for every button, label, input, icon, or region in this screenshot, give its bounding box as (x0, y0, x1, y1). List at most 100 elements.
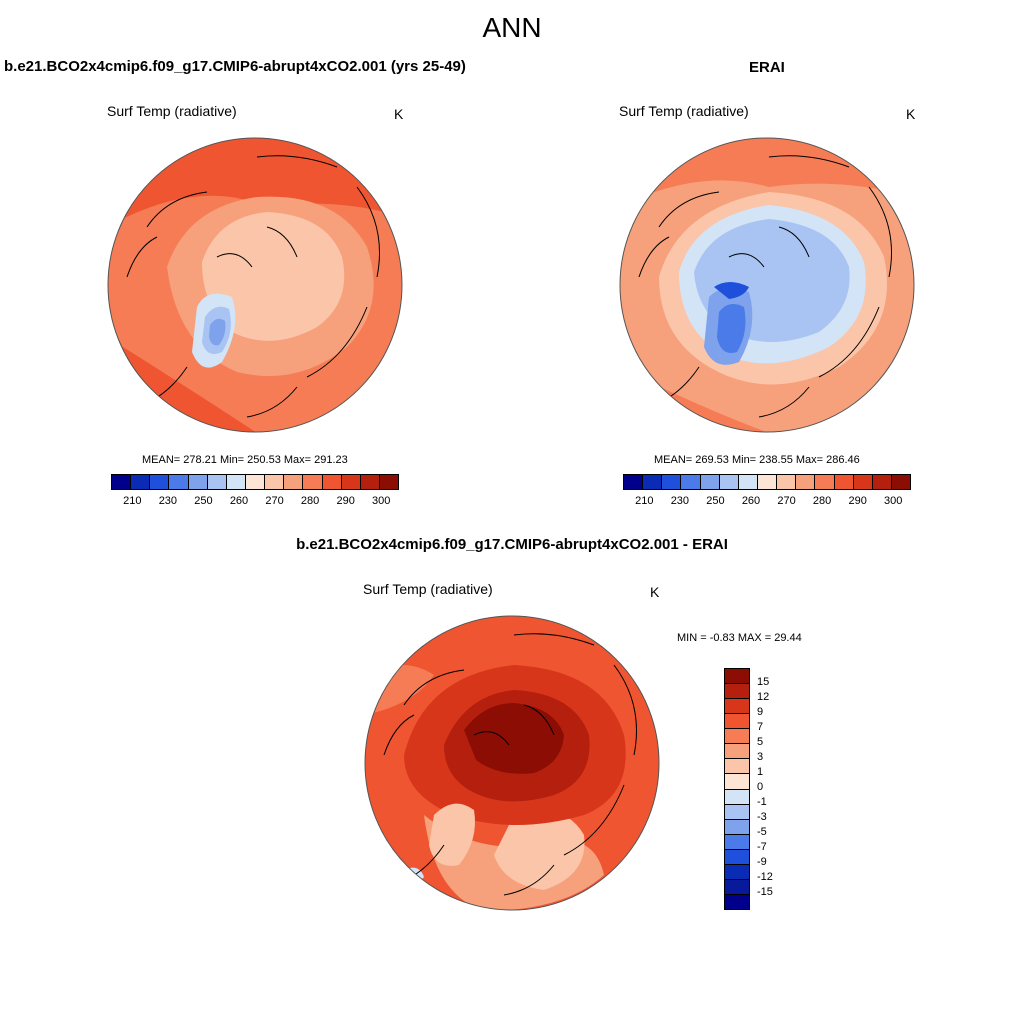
colorbar-tick-label: 290 (848, 495, 867, 507)
obs-coastlines (638, 155, 892, 418)
colorbar-tick-label: 280 (812, 495, 832, 507)
model-variable-label: Surf Temp (radiative) (107, 103, 237, 119)
colorbar-swatch (872, 475, 892, 489)
obs-colorbar (623, 474, 911, 490)
colorbar-swatch (624, 475, 644, 489)
colorbar-swatch (169, 475, 189, 489)
colorbar-swatch (725, 789, 749, 805)
diff-variable-label: Surf Temp (radiative) (363, 581, 493, 597)
colorbar-swatch (725, 834, 749, 850)
obs-panel-title: ERAI (749, 59, 785, 76)
colorbar-tick-label: 5 (757, 736, 764, 748)
colorbar-tick-label: 1 (757, 766, 764, 778)
obs-baffin-cold (714, 282, 749, 299)
colorbar-tick-label: 260 (741, 495, 761, 507)
diff-units-label: K (650, 584, 660, 600)
colorbar-tick-label: 7 (757, 721, 764, 733)
colorbar-tick-label: 250 (706, 495, 725, 507)
colorbar-swatch (725, 669, 749, 685)
colorbar-swatch (245, 475, 266, 489)
colorbar-swatch (725, 699, 749, 715)
diff-colorbar-ticks: 15 12 9 7 5 3 1 0 -1 -3 -5 -7 -9 -12 -15 (757, 668, 797, 908)
colorbar-tick-label: -7 (757, 841, 767, 853)
model-units-label: K (394, 106, 404, 122)
colorbar-tick-label: -5 (757, 826, 767, 838)
diff-colorbar-swatches (724, 668, 750, 910)
colorbar-swatch (322, 475, 342, 489)
model-coastlines (126, 155, 380, 418)
colorbar-swatch (643, 475, 663, 489)
diff-polar-map (364, 615, 660, 911)
colorbar-swatch (379, 475, 399, 489)
diff-coastlines (383, 633, 637, 896)
colorbar-swatch (700, 475, 720, 489)
colorbar-swatch (719, 475, 739, 489)
colorbar-swatch (853, 475, 873, 489)
colorbar-swatch (725, 894, 749, 909)
colorbar-swatch (226, 475, 246, 489)
colorbar-swatch (284, 475, 304, 489)
colorbar-swatch (725, 864, 749, 880)
colorbar-swatch (725, 849, 749, 865)
model-warm-band (108, 138, 402, 227)
colorbar-swatch (738, 475, 758, 489)
colorbar-swatch (777, 475, 797, 489)
diff-stats: MIN = -0.83 MAX = 29.44 (677, 632, 802, 644)
colorbar-swatch (725, 744, 749, 760)
colorbar-swatch (725, 729, 749, 745)
colorbar-tick-label: 210 (635, 495, 654, 507)
colorbar-tick-label: 0 (757, 781, 764, 793)
colorbar-swatch (891, 475, 911, 489)
colorbar-tick-label: 290 (336, 495, 355, 507)
colorbar-swatch (131, 475, 151, 489)
model-colorbar-ticks: 210 230 250 260 270 280 290 300 (111, 495, 399, 509)
colorbar-tick-label: 3 (757, 751, 764, 763)
colorbar-swatch (303, 475, 323, 489)
colorbar-swatch (796, 475, 816, 489)
colorbar-swatch (112, 475, 132, 489)
colorbar-tick-label: -1 (757, 796, 767, 808)
colorbar-tick-label: 15 (757, 676, 770, 688)
model-greenland-core (209, 318, 226, 346)
colorbar-swatch (834, 475, 854, 489)
colorbar-tick-label: 270 (777, 495, 796, 507)
colorbar-swatch (725, 879, 749, 895)
colorbar-tick-label: 280 (300, 495, 320, 507)
model-arctic-pale (202, 212, 345, 341)
colorbar-tick-label: 12 (757, 691, 770, 703)
colorbar-swatch (725, 774, 749, 790)
colorbar-swatch (725, 714, 749, 730)
colorbar-tick-label: -15 (757, 886, 773, 898)
model-colorbar-swatches (111, 474, 399, 490)
obs-units-label: K (906, 106, 916, 122)
diff-center-arctic (464, 703, 564, 774)
obs-variable-label: Surf Temp (radiative) (619, 103, 749, 119)
colorbar-swatch (341, 475, 361, 489)
colorbar-tick-label: 300 (884, 495, 903, 507)
colorbar-swatch (207, 475, 227, 489)
colorbar-tick-label: -3 (757, 811, 767, 823)
obs-stats: MEAN= 269.53 Min= 238.55 Max= 286.46 (654, 454, 860, 466)
main-title: ANN (482, 12, 542, 43)
diff-pale-europe (494, 810, 585, 890)
colorbar-swatch (265, 475, 285, 489)
colorbar-swatch (681, 475, 701, 489)
obs-colorbar-ticks: 210 230 250 260 270 280 290 300 (623, 495, 911, 509)
model-stats: MEAN= 278.21 Min= 250.53 Max= 291.23 (142, 454, 348, 466)
obs-greenland-core (717, 303, 746, 353)
colorbar-tick-label: -12 (757, 871, 773, 883)
colorbar-tick-label: 300 (372, 495, 391, 507)
colorbar-swatch (815, 475, 835, 489)
model-colorbar (111, 474, 399, 490)
colorbar-swatch (757, 475, 778, 489)
colorbar-tick-label: 230 (158, 495, 178, 507)
colorbar-tick-label: 250 (194, 495, 213, 507)
colorbar-tick-label: 270 (265, 495, 284, 507)
model-polar-map (107, 137, 403, 433)
colorbar-tick-label: 260 (229, 495, 249, 507)
obs-polar-map (619, 137, 915, 433)
diff-colorbar (724, 668, 750, 910)
colorbar-tick-label: 210 (123, 495, 142, 507)
obs-colorbar-swatches (623, 474, 911, 490)
colorbar-swatch (725, 804, 749, 820)
